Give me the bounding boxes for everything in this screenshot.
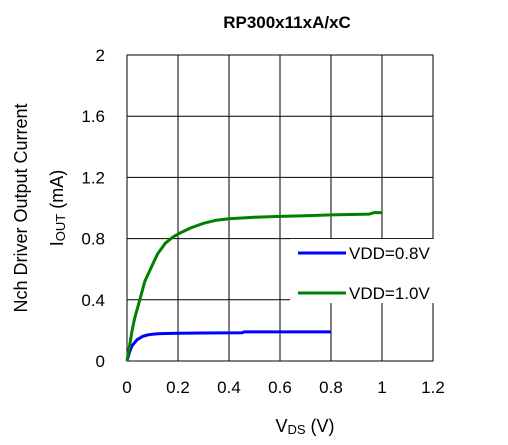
- y-axis-ticks: 0 0.4 0.8 1.2 1.6 2: [81, 46, 105, 371]
- y-axis-label-unit: (mA): [47, 170, 67, 214]
- y-axis-label-line2: IOUT (mA): [47, 170, 68, 246]
- x-axis-label-main: V: [275, 416, 287, 436]
- legend-label-2: VDD=1.0V: [349, 284, 430, 303]
- x-tick-label: 1: [377, 378, 386, 397]
- y-tick-label: 2: [96, 46, 105, 65]
- x-axis-label-subscript: DS: [287, 422, 305, 437]
- y-axis-label-subscript: OUT: [53, 214, 68, 242]
- series-line-2: [125, 211, 382, 362]
- chart-title: RP300x11xA/xC: [223, 13, 351, 32]
- x-tick-label: 0.6: [268, 378, 292, 397]
- y-tick-label: 0.8: [81, 230, 105, 249]
- x-tick-label: 0: [122, 378, 131, 397]
- legend: VDD=0.8V VDD=1.0V: [290, 239, 468, 303]
- y-axis-label-line1: Nch Driver Output Current: [11, 103, 31, 312]
- x-tick-label: 0.8: [319, 378, 343, 397]
- x-axis-ticks: 0 0.2 0.4 0.6 0.8 1 1.2: [122, 378, 445, 397]
- x-axis-label-unit: (V): [306, 416, 335, 436]
- legend-label-1: VDD=0.8V: [349, 244, 430, 263]
- series-line-1: [125, 330, 331, 362]
- x-tick-label: 1.2: [421, 378, 445, 397]
- y-tick-label: 1.6: [81, 107, 105, 126]
- y-tick-label: 1.2: [81, 168, 105, 187]
- y-tick-label: 0: [96, 352, 105, 371]
- x-axis-label: VDS (V): [275, 416, 334, 437]
- y-axis-label-main: I: [47, 241, 67, 246]
- x-tick-label: 0.4: [217, 378, 241, 397]
- x-tick-label: 0.2: [166, 378, 190, 397]
- grid-vertical-lines: [177, 55, 383, 361]
- series-lines: [125, 211, 382, 362]
- y-tick-label: 0.4: [81, 291, 105, 310]
- plot-frame: [126, 54, 434, 362]
